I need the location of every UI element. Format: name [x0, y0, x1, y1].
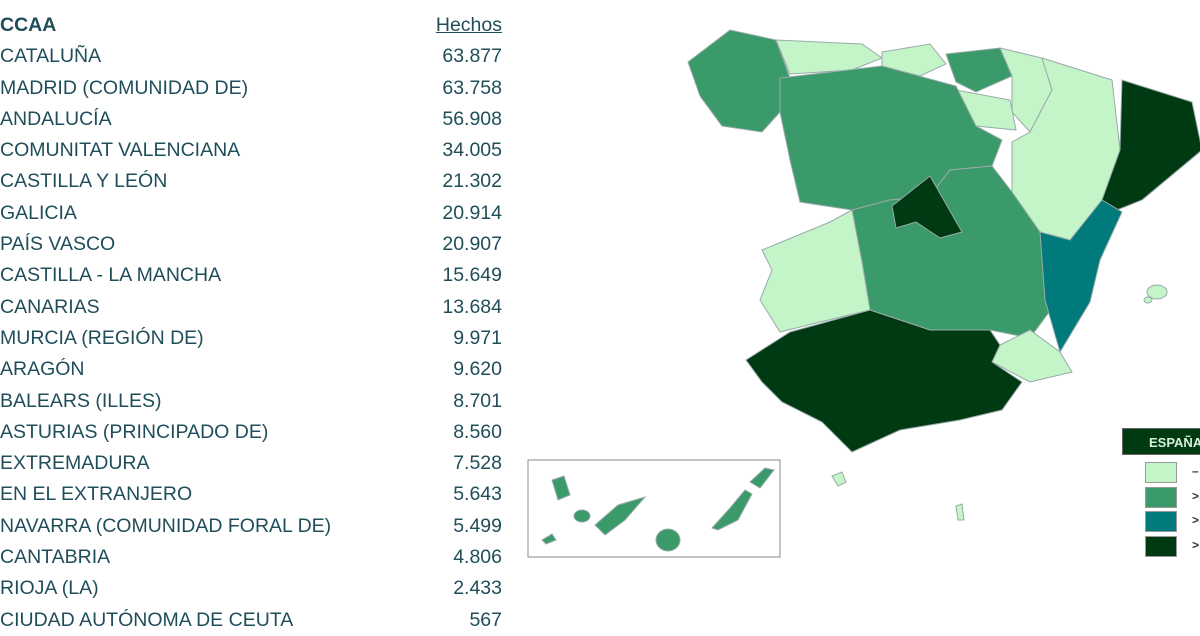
region-Madrid [891, 175, 963, 239]
legend-title: ESPAÑA [1122, 428, 1200, 455]
region-name: ASTURIAS (PRINCIPADO DE) [0, 420, 269, 443]
table-row: CANARIAS 13.684 [0, 292, 505, 323]
region-Extremadura [759, 209, 871, 333]
table-row: GALICIA 20.914 [0, 198, 505, 229]
table-row: EN EL EXTRANJERO 5.643 [0, 479, 505, 510]
region-name: MADRID (COMUNIDAD DE) [0, 76, 249, 99]
legend-label: > [1192, 537, 1200, 552]
region-Canarias-grancanaria [655, 528, 681, 552]
region-value: 63.877 [442, 45, 502, 68]
region-value: 5.499 [453, 514, 502, 537]
table-row: NAVARRA (COMUNIDAD FORAL DE) 5.499 [0, 511, 505, 542]
region-name: CASTILLA - LA MANCHA [0, 264, 222, 287]
region-name: EXTREMADURA [0, 452, 150, 475]
region-value: 34.005 [442, 139, 502, 162]
region-value: 7.528 [453, 452, 502, 475]
header-value: Hechos [435, 14, 502, 36]
region-value: 21.302 [442, 170, 502, 193]
region-Galicia [687, 29, 791, 133]
region-Cataluña [1101, 79, 1200, 213]
region-value: 20.914 [442, 201, 502, 224]
region-name: CIUDAD AUTÓNOMA DE CEUTA [0, 608, 294, 631]
region-Baleares-ibiza [1143, 296, 1153, 304]
region-name: ARAGÓN [0, 358, 85, 381]
region-value: 5.643 [453, 483, 502, 506]
legend-swatch [1145, 462, 1177, 483]
region-Ceuta [831, 471, 847, 487]
region-Canarias-tenerife [594, 496, 647, 536]
table-row: ANDALUCÍA 56.908 [0, 104, 505, 135]
table-row: CASTILLA Y LEÓN 21.302 [0, 166, 505, 197]
region-Cantabria [881, 43, 947, 77]
table-row: RIOJA (LA) 2.433 [0, 573, 505, 604]
table-row: CANTABRIA 4.806 [0, 542, 505, 573]
region-value: 56.908 [442, 107, 502, 130]
region-name: PAÍS VASCO [0, 233, 116, 256]
legend-swatch [1145, 486, 1177, 508]
region-País Vasco [945, 47, 1013, 93]
region-value: 9.971 [453, 326, 502, 349]
region-name: RIOJA (LA) [0, 577, 99, 600]
region-name: COMUNITAT VALENCIANA [0, 139, 241, 162]
region-value: 2.433 [453, 577, 502, 600]
region-Canarias-fuerteventura [711, 489, 753, 531]
region-value: 4.806 [453, 546, 502, 569]
table-row: CATALUÑA 63.877 [0, 41, 505, 72]
table-row: ARAGÓN 9.620 [0, 354, 505, 385]
table-row: EXTREMADURA 7.528 [0, 448, 505, 479]
legend-label: > [1192, 513, 1200, 527]
region-value: 9.620 [453, 358, 502, 381]
table-row: ASTURIAS (PRINCIPADO DE) 8.560 [0, 417, 505, 448]
region-Canarias-lanzarote [749, 467, 775, 489]
region-value: 15.649 [442, 264, 502, 287]
region-Canarias-gomera [573, 509, 591, 523]
region-name: CANTABRIA [0, 546, 111, 569]
region-value: 8.701 [453, 389, 502, 412]
table-row: MURCIA (REGIÓN DE) 9.971 [0, 323, 505, 354]
region-name: EN EL EXTRANJERO [0, 483, 193, 506]
table-row: CASTILLA - LA MANCHA 15.649 [0, 260, 505, 291]
region-value: 20.907 [442, 233, 502, 256]
table-row: MADRID (COMUNIDAD DE) 63.758 [0, 73, 505, 104]
region-name: MURCIA (REGIÓN DE) [0, 326, 204, 349]
table-row: PAÍS VASCO 20.907 [0, 229, 505, 260]
legend-label: > [1192, 488, 1200, 503]
region-name: NAVARRA (COMUNIDAD FORAL DE) [0, 514, 332, 537]
region-Comunitat Valenciana [1039, 199, 1123, 354]
region-Andalucía [745, 309, 1023, 453]
region-name: ANDALUCÍA [0, 107, 112, 130]
region-Canarias-lapalma [551, 475, 571, 501]
region-name: BALEARS (ILLES) [0, 389, 162, 412]
region-value: 8.560 [453, 420, 502, 443]
region-name: CASTILLA Y LEÓN [0, 170, 168, 193]
region-Melilla [955, 503, 965, 521]
region-name: CANARIAS [0, 295, 100, 318]
region-name: GALICIA [0, 201, 77, 224]
crime-table: CCAA Hechos CATALUÑA 63.877 MADRID (COMUNI… [0, 10, 505, 636]
table-header: CCAA Hechos [0, 10, 505, 41]
region-value: 13.684 [442, 295, 502, 318]
legend-label: – [1192, 464, 1199, 478]
region-value: 63.758 [442, 76, 502, 99]
region-name: CATALUÑA [0, 45, 102, 68]
header-region: CCAA [0, 14, 57, 36]
legend-swatch [1145, 511, 1177, 532]
table-row: COMUNITAT VALENCIANA 34.005 [0, 135, 505, 166]
region-Canarias-hierro [541, 533, 557, 545]
region-Asturias [775, 39, 884, 75]
legend-swatch [1145, 535, 1177, 557]
table-row: CIUDAD AUTÓNOMA DE CEUTA 567 [0, 605, 505, 636]
region-value: 567 [469, 608, 502, 631]
region-Baleares [1146, 284, 1168, 300]
table-row: BALEARS (ILLES) 8.701 [0, 386, 505, 417]
